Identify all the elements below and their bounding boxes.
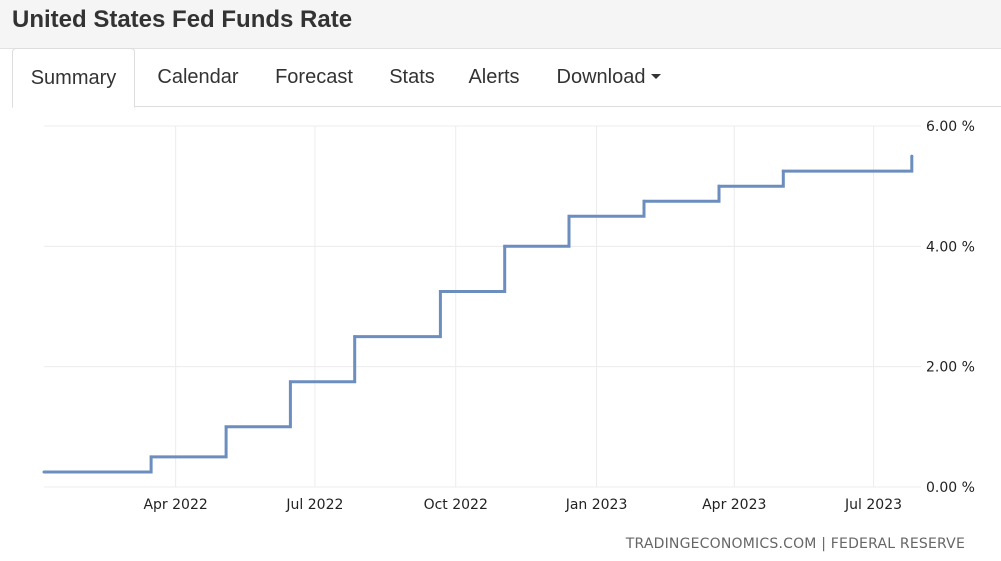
tab-alerts[interactable]: Alerts — [456, 48, 532, 106]
x-tick-label: Apr 2023 — [702, 497, 766, 513]
tab-download-label: Download — [556, 66, 646, 88]
series-line — [44, 156, 914, 474]
data-point — [567, 214, 571, 218]
data-point — [717, 184, 721, 188]
x-tick-label: Jan 2023 — [565, 497, 628, 513]
y-tick-label: 0.00 % — [926, 480, 975, 496]
x-tick-label: Jul 2023 — [844, 497, 902, 513]
tab-calendar[interactable]: Calendar — [140, 48, 256, 106]
page-title: United States Fed Funds Rate — [12, 6, 353, 33]
data-point — [642, 199, 646, 203]
tab-download[interactable]: Download — [544, 48, 674, 106]
tab-forecast-label: Forecast — [275, 66, 353, 88]
y-tick-label: 4.00 % — [926, 239, 975, 255]
x-tick-label: Apr 2022 — [143, 497, 207, 513]
data-point — [288, 380, 292, 384]
x-tick-label: Oct 2022 — [424, 497, 488, 513]
y-tick-label: 6.00 % — [926, 119, 975, 135]
data-point — [149, 455, 153, 459]
chart-source: TRADINGECONOMICS.COM | FEDERAL RESERVE — [625, 536, 965, 552]
tab-summary-label: Summary — [30, 67, 117, 89]
chevron-down-icon — [651, 74, 662, 80]
tab-bar: Summary Calendar Forecast Stats Alerts D… — [12, 48, 1001, 108]
tab-forecast[interactable]: Forecast — [262, 48, 366, 106]
data-point — [224, 425, 228, 429]
data-point — [42, 470, 46, 474]
tab-summary[interactable]: Summary — [12, 48, 135, 108]
x-tick-label: Jul 2022 — [285, 497, 343, 513]
data-point — [503, 244, 507, 248]
page-header: United States Fed Funds Rate — [0, 0, 1001, 49]
tab-calendar-label: Calendar — [157, 66, 239, 88]
tab-alerts-label: Alerts — [468, 66, 520, 88]
tab-stats[interactable]: Stats — [378, 48, 446, 106]
tab-stats-label: Stats — [389, 66, 435, 88]
data-point — [438, 289, 442, 293]
data-point — [781, 169, 785, 173]
y-tick-label: 2.00 % — [926, 360, 975, 376]
data-point — [353, 335, 357, 339]
data-point — [910, 154, 914, 158]
